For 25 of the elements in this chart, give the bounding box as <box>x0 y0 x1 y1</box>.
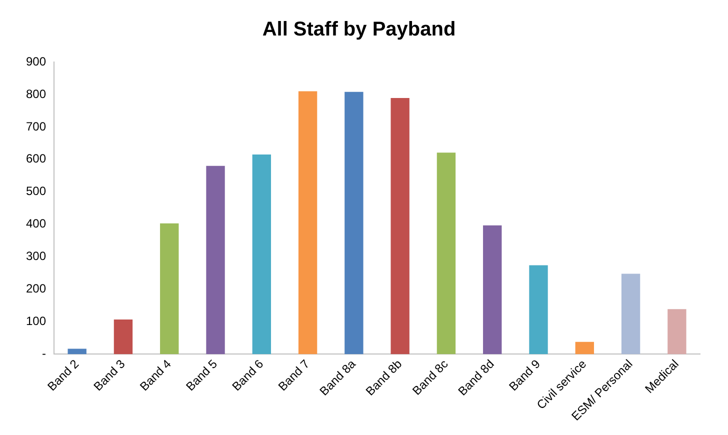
bar <box>252 154 271 354</box>
bar <box>575 342 594 354</box>
bar <box>483 225 502 354</box>
y-tick-label: 800 <box>26 86 46 101</box>
y-tick-label: 700 <box>26 119 46 134</box>
y-tick-label: 900 <box>26 54 46 68</box>
bar <box>344 92 364 354</box>
bar <box>390 98 410 354</box>
bar <box>206 166 225 354</box>
bar <box>114 319 133 354</box>
bar <box>298 91 318 354</box>
bar <box>529 265 548 354</box>
y-tick-label: 600 <box>26 152 46 166</box>
y-tick-label: 400 <box>26 216 46 231</box>
bar <box>436 152 456 354</box>
bar <box>668 309 686 354</box>
y-tick-label: 500 <box>26 184 46 198</box>
bar <box>160 223 179 354</box>
bar <box>621 274 640 354</box>
y-tick-label: 100 <box>26 314 46 328</box>
bar <box>68 348 86 354</box>
y-tick-label: - <box>42 346 46 361</box>
chart-title: All Staff by Payband <box>262 18 456 41</box>
y-tick-label: 200 <box>26 282 46 296</box>
y-tick-label: 300 <box>26 249 46 264</box>
